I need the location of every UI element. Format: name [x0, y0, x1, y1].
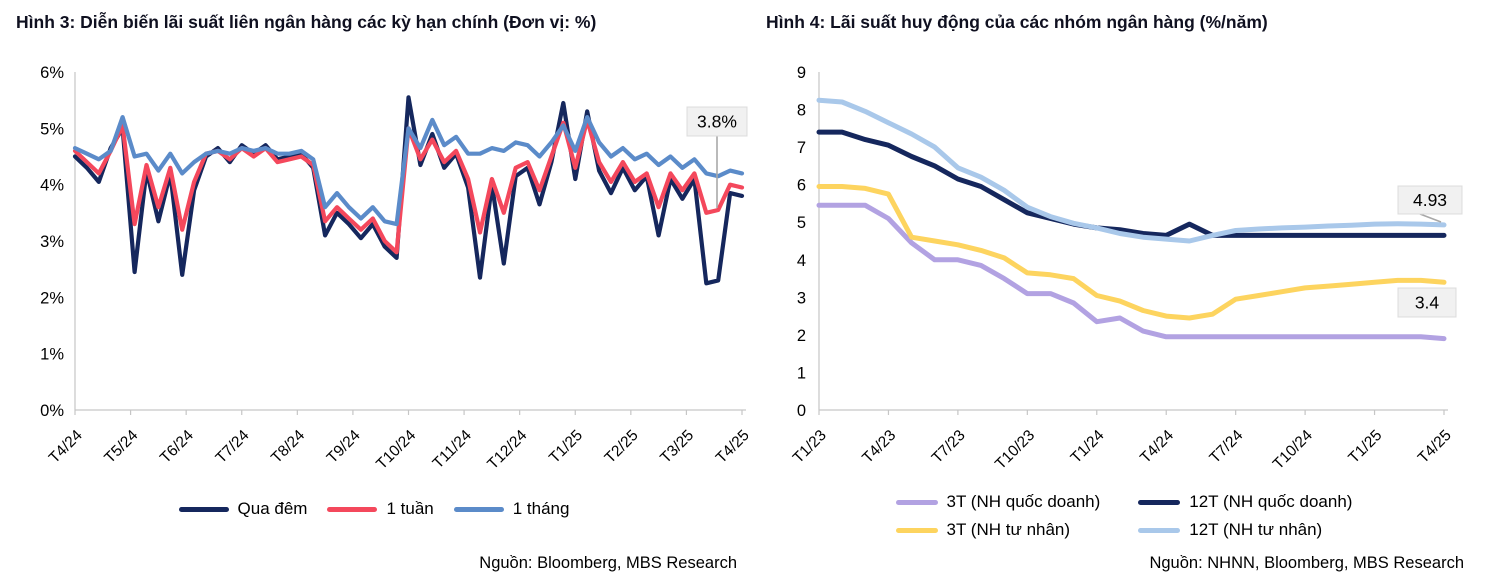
- x-axis-label: T1/25: [1345, 427, 1385, 467]
- chart4-title: Hình 4: Lãi suất huy động của các nhóm n…: [766, 12, 1268, 32]
- y-axis-label: 2%: [40, 289, 64, 307]
- data-label-box: [686, 106, 748, 137]
- series-line-1: [816, 184, 1447, 321]
- x-axis-label: T1/25: [546, 427, 586, 467]
- y-axis-label: 9: [797, 64, 806, 82]
- legend-label: 1 tuần: [386, 499, 434, 518]
- legend-item: Qua đêm: [178, 499, 308, 519]
- y-axis-label: 8: [797, 102, 806, 120]
- series-line-0: [816, 202, 1447, 342]
- x-axis-label: T1/23: [790, 427, 830, 467]
- chart-svg-0: T4/24 T5/24 T6/24 T7/24 T8/24 T9/24 T10/24 T11/…: [40, 64, 748, 473]
- legend-item: 1 tuần: [327, 499, 434, 519]
- data-label-text: 3.8%: [697, 112, 737, 132]
- y-axis-label: 4%: [40, 177, 64, 195]
- data-label-box: [1397, 185, 1463, 215]
- x-axis-label: T7/24: [213, 427, 253, 467]
- legend-item: 12T (NH quốc doanh): [1138, 492, 1352, 512]
- x-axis-label: T10/23: [992, 427, 1038, 473]
- x-axis-label: T12/24: [484, 427, 530, 473]
- x-axis-label: T6/24: [157, 427, 197, 467]
- legend-swatch: [1138, 527, 1181, 533]
- y-axis-label: 4: [797, 252, 806, 270]
- legend-swatch: [895, 527, 938, 533]
- chart-legend-1: 3T (NH quốc doanh) 12T (NH quốc doanh) 3T …: [750, 492, 1498, 540]
- legend-swatch: [327, 506, 378, 512]
- x-axis-label: T1/24: [1068, 427, 1108, 467]
- y-axis-label: 6: [797, 177, 806, 195]
- chart4-source: Nguồn: NHNN, Bloomberg, MBS Research: [1149, 554, 1464, 572]
- legend-item: 12T (NH tư nhân): [1138, 520, 1352, 540]
- legend-swatch: [895, 499, 938, 505]
- legend-swatch: [453, 506, 504, 512]
- x-axis-label: T10/24: [373, 427, 419, 473]
- x-axis-label: T7/24: [1206, 427, 1246, 467]
- y-axis-label: 7: [797, 139, 806, 157]
- x-axis-label: T9/24: [324, 427, 364, 467]
- x-axis-label: T5/24: [101, 427, 141, 467]
- y-axis-label: 0%: [40, 402, 64, 420]
- x-axis-label: T7/23: [929, 427, 969, 467]
- y-axis-label: 1%: [40, 346, 64, 364]
- legend-label: 3T (NH tư nhân): [946, 520, 1071, 539]
- chart-legend-0: Qua đêm 1 tuần 1 tháng: [0, 499, 748, 519]
- x-axis-label: T8/24: [268, 427, 308, 467]
- chart-svg-1: T1/23 T4/23 T7/23 T10/23 T1/24 T4/24 T7/24 T10/…: [790, 64, 1463, 473]
- x-axis-label: T4/24: [1137, 427, 1177, 467]
- legend-label: 3T (NH quốc doanh): [946, 492, 1101, 511]
- x-axis-label: T3/25: [657, 427, 697, 467]
- legend-item: 3T (NH quốc doanh): [895, 492, 1101, 512]
- legend-item: 1 tháng: [453, 499, 570, 519]
- series-line-2: [816, 129, 1447, 238]
- data-label-text: 3.4: [1415, 293, 1440, 313]
- y-axis-label: 2: [797, 327, 806, 345]
- x-axis-label: T4/23: [859, 427, 899, 467]
- x-axis-label: T10/24: [1270, 427, 1316, 473]
- chart3-title: Hình 3: Diễn biến lãi suất liên ngân hàn…: [16, 12, 597, 32]
- chart3-source: Nguồn: Bloomberg, MBS Research: [479, 554, 737, 572]
- y-axis-label: 0: [797, 402, 806, 420]
- series-line-3: [816, 97, 1447, 244]
- data-label-leader: [1419, 213, 1442, 223]
- x-axis-label: T4/25: [713, 427, 748, 467]
- series-line-2: [72, 114, 745, 227]
- legend-swatch: [1138, 499, 1181, 505]
- legend-label: 12T (NH tư nhân): [1189, 520, 1323, 539]
- legend-item: 3T (NH tư nhân): [895, 520, 1101, 540]
- x-axis-label: T11/24: [430, 427, 476, 473]
- y-axis-label: 3%: [40, 233, 64, 251]
- y-axis-label: 3: [797, 289, 806, 307]
- x-axis-label: T4/24: [46, 427, 86, 467]
- legend-label: 1 tháng: [512, 499, 570, 518]
- legend-label: 12T (NH quốc doanh): [1189, 492, 1353, 511]
- data-label-text: 4.93: [1413, 190, 1447, 210]
- x-axis-label: T2/25: [602, 427, 642, 467]
- series-line-0: [72, 95, 745, 286]
- legend-swatch: [178, 506, 229, 512]
- y-axis-label: 6%: [40, 64, 64, 82]
- y-axis-label: 5: [797, 214, 806, 232]
- legend-label: Qua đêm: [237, 499, 308, 518]
- x-axis-label: T4/25: [1415, 427, 1455, 467]
- data-label-box: [1397, 287, 1457, 318]
- y-axis-label: 5%: [40, 120, 64, 138]
- y-axis-label: 1: [797, 364, 806, 382]
